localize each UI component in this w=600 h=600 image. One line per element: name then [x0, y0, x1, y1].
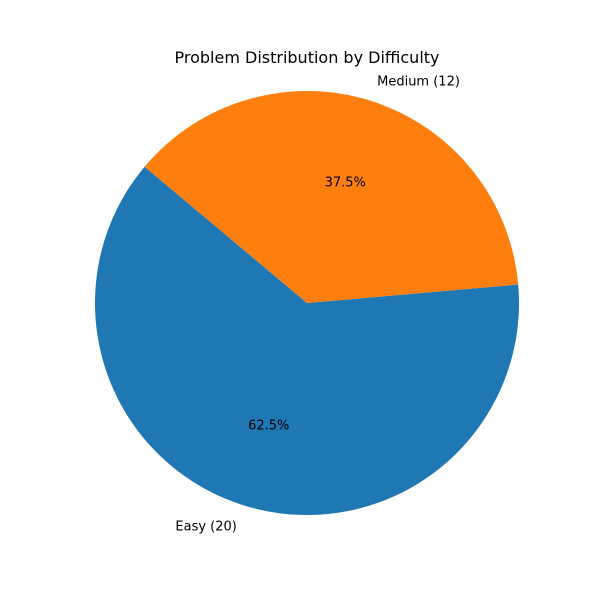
- pie-slice-0: [95, 166, 519, 515]
- pie-slice-1: [144, 90, 519, 303]
- slice-percent-label-0: 62.5%: [248, 418, 289, 433]
- slice-percent-label-1: 37.5%: [325, 176, 366, 191]
- pie-labels: Easy (20) 62.5% Medium (12) 37.5%: [175, 75, 460, 535]
- slice-label-0: Easy (20): [175, 519, 236, 534]
- pie-slices: [95, 90, 519, 515]
- slice-label-1: Medium (12): [377, 75, 460, 90]
- chart-title: Problem Distribution by Difficulty: [175, 48, 440, 67]
